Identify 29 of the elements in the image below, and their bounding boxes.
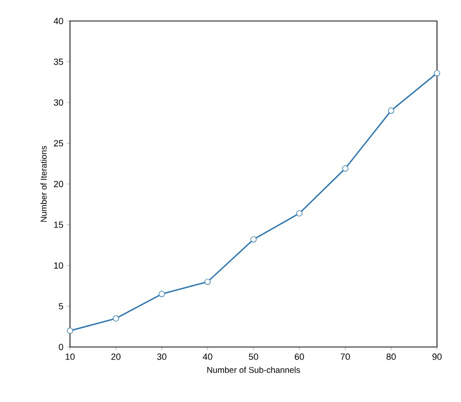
x-tick-label: 60 (294, 354, 304, 360)
y-tick-label: 20 (54, 180, 64, 188)
point (112, 315, 119, 322)
point (66, 328, 74, 334)
x-tick-label: 70 (340, 354, 350, 360)
point (158, 290, 165, 298)
point (434, 70, 440, 76)
point (204, 278, 211, 285)
x-tick-label: 50 (248, 354, 258, 360)
point (296, 210, 302, 216)
x-axis-title: Number of Sub-channels (207, 366, 300, 373)
y-tick-label: 0 (58, 344, 64, 350)
y-tick-label: 35 (54, 58, 64, 65)
y-tick-label: 30 (54, 99, 64, 106)
x-tick-label: 80 (386, 354, 396, 360)
y-tick-label: 40 (54, 18, 64, 24)
x-tick-label: 30 (157, 354, 166, 360)
x-tick-label: 10 (66, 354, 75, 360)
y-tick-label: 5 (58, 303, 64, 310)
y-tick-label: 15 (54, 222, 64, 228)
point (250, 236, 257, 243)
point (342, 165, 348, 172)
y-axis-title: Number of Iterations (40, 146, 47, 222)
x-tick-label: 20 (111, 354, 121, 360)
x-tick-label: 40 (202, 354, 212, 360)
y-tick-label: 10 (54, 262, 64, 269)
x-tick-label: 90 (432, 354, 442, 360)
y-tick-label: 25 (54, 140, 64, 146)
point (388, 108, 394, 114)
